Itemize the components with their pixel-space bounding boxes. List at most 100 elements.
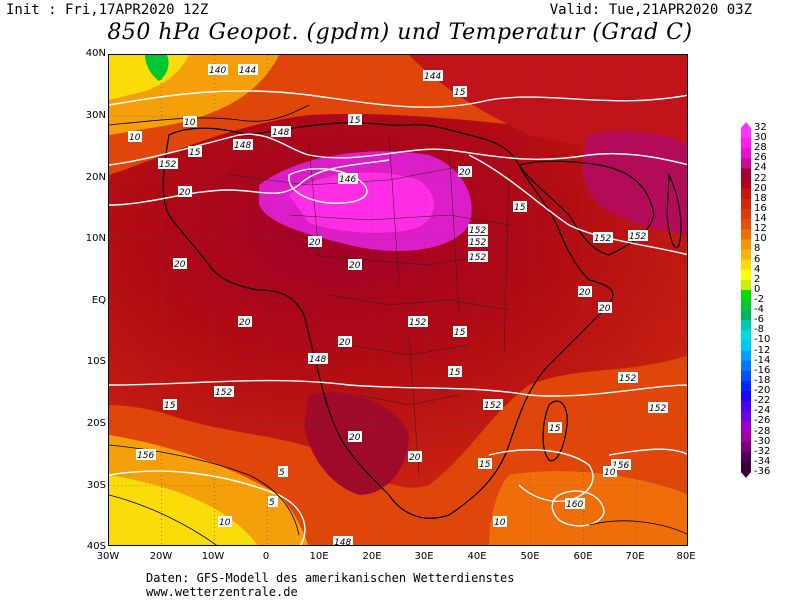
- svg-text:152: 152: [215, 388, 232, 398]
- colorbar-top-arrow: [741, 122, 751, 128]
- colorbar-tick-label: -2: [754, 294, 764, 305]
- colorbar-segment: [741, 269, 751, 281]
- north-atlantic-cooler: [109, 55, 189, 100]
- colorbar-segment: [741, 330, 751, 341]
- lon-label: 50E: [520, 551, 540, 562]
- lat-label: 40S: [86, 541, 106, 552]
- south-atlantic-cooler: [109, 475, 258, 545]
- colorbar-segment: [741, 310, 751, 321]
- svg-text:15: 15: [454, 88, 466, 98]
- svg-text:20: 20: [309, 238, 321, 248]
- svg-text:152: 152: [649, 404, 666, 414]
- svg-text:20: 20: [599, 304, 611, 314]
- temperature-labels: 20 20 20 20 20 20 20 20 20 20 20 15 15 1…: [128, 86, 617, 528]
- source-url: www.wetterzentrale.de: [146, 585, 298, 599]
- sahara-hottest-core: [289, 172, 434, 233]
- colorbar-tick-label: -14: [754, 354, 771, 366]
- colorbar-segment: [741, 441, 751, 453]
- colorbar-tick-label: -12: [754, 344, 771, 356]
- svg-text:20: 20: [174, 260, 186, 270]
- svg-text:148: 148: [309, 355, 326, 365]
- colorbar-segment: [741, 259, 751, 271]
- colorbar-tick-label: -20: [754, 385, 771, 397]
- colorbar-tick-label: 12: [754, 223, 767, 235]
- svg-text:5: 5: [269, 498, 275, 508]
- init-time: Init : Fri,17APR2020 12Z: [6, 2, 209, 18]
- svg-text:160: 160: [566, 500, 583, 510]
- colorbar-tick-label: 2: [754, 273, 761, 285]
- colorbar-segment: [741, 380, 751, 392]
- colorbar-segment: [741, 188, 751, 200]
- weather-map: 140 144 144 148 148 146 152 152 152 152 …: [108, 54, 688, 546]
- geopotential-labels: 140 144 144 148 148 146 152 152 152 152 …: [136, 64, 668, 546]
- colorbar-tick-label: 20: [754, 182, 767, 194]
- colorbar-segment: [741, 208, 751, 220]
- colorbar-segment: [741, 401, 751, 412]
- colorbar-tick-label: -34: [754, 455, 771, 467]
- svg-text:144: 144: [239, 66, 256, 76]
- svg-text:20: 20: [579, 288, 591, 298]
- svg-text:15: 15: [549, 424, 561, 434]
- lat-label: 30N: [85, 110, 106, 121]
- colorbar-tick-label: -4: [754, 304, 764, 316]
- svg-text:10: 10: [604, 468, 616, 478]
- lat-label: 40N: [85, 48, 106, 59]
- colorbar-tick-label: 26: [754, 152, 767, 164]
- svg-text:20: 20: [459, 168, 471, 178]
- lon-label: 40E: [467, 551, 487, 562]
- colorbar-tick-label: -24: [754, 405, 771, 417]
- colorbar-segment: [741, 391, 751, 402]
- svg-text:10: 10: [129, 133, 141, 143]
- data-source: Daten: GFS-Modell des amerikanischen Wet…: [146, 571, 515, 585]
- graticule: [109, 55, 687, 545]
- colorbar-tick-label: 28: [754, 142, 767, 154]
- colorbar-tick-label: 30: [754, 132, 767, 144]
- svg-text:10: 10: [219, 518, 231, 528]
- lon-label: 10E: [309, 551, 329, 562]
- colorbar-segment: [741, 168, 751, 180]
- colorbar-tick-label: 4: [754, 263, 761, 275]
- colorbar-segment: [741, 461, 751, 473]
- colorbar-segment: [741, 239, 751, 250]
- svg-text:152: 152: [619, 374, 636, 384]
- svg-text:15: 15: [164, 401, 176, 411]
- svg-text:20: 20: [179, 188, 191, 198]
- svg-text:20: 20: [349, 433, 361, 443]
- colorbar-segment: [741, 219, 751, 230]
- lon-label: 80E: [676, 551, 696, 562]
- svg-text:20: 20: [349, 261, 361, 271]
- svg-text:15: 15: [349, 116, 361, 126]
- svg-text:148: 148: [334, 538, 351, 546]
- svg-text:156: 156: [612, 461, 629, 471]
- arabian-warm-core: [582, 130, 687, 235]
- colorbar-tick-label: 14: [754, 213, 767, 225]
- colorbar-segment: [741, 451, 751, 463]
- colorbar-tick-label: 10: [754, 233, 767, 245]
- svg-text:152: 152: [469, 253, 486, 263]
- colorbar-tick-label: -16: [754, 364, 771, 376]
- geopotential-contours: [109, 90, 687, 545]
- lon-label: 70E: [625, 551, 645, 562]
- svg-text:15: 15: [454, 328, 466, 338]
- lon-label: 0: [262, 551, 270, 562]
- colorbar-tick-label: 22: [754, 172, 767, 184]
- svg-text:5: 5: [279, 468, 285, 478]
- lon-label: 30E: [414, 551, 434, 562]
- colorbar-tick-label: 18: [754, 192, 767, 204]
- southern-africa-warm: [304, 392, 409, 495]
- colorbar-segment: [741, 249, 751, 261]
- colorbar-segment: [741, 421, 751, 433]
- colorbar-segment: [741, 320, 751, 331]
- lon-label: 20E: [362, 551, 382, 562]
- colorbar-tick-label: 24: [754, 162, 767, 174]
- colorbar-bottom-arrow: [741, 472, 751, 478]
- colorbar-segment: [741, 198, 751, 210]
- svg-text:15: 15: [449, 368, 461, 378]
- temperature-colorbar: [741, 122, 751, 478]
- svg-text:15: 15: [479, 460, 491, 470]
- colorbar-tick-label: -28: [754, 425, 771, 437]
- south-indian-cool: [489, 471, 687, 545]
- north-atlantic-cold-spot: [145, 55, 169, 81]
- colorbar-segment: [741, 411, 751, 422]
- lon-label: 60E: [573, 551, 593, 562]
